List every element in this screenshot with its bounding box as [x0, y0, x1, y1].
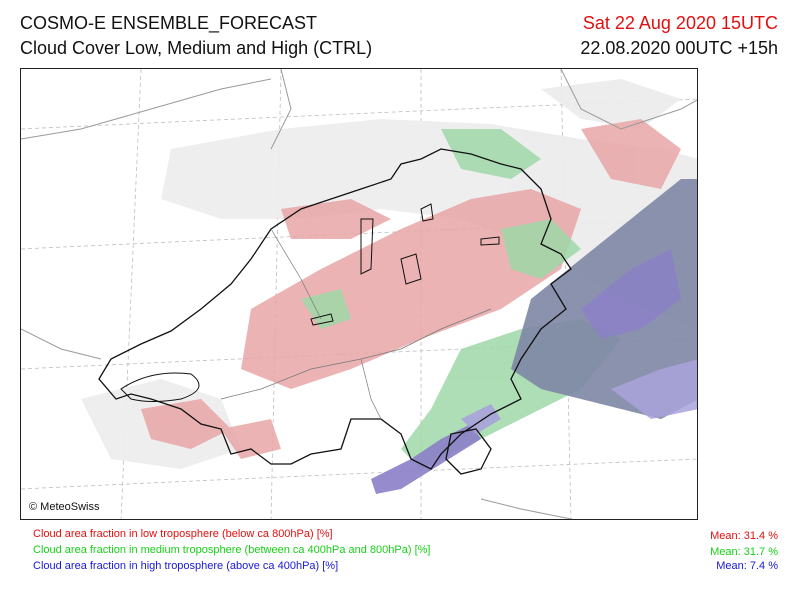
legend-low-mean: Mean: 31.4 %	[710, 530, 778, 542]
legend-medium-label: Cloud area fraction in medium tropospher…	[33, 544, 431, 556]
border-lines	[21, 69, 697, 519]
lakes	[120, 203, 500, 402]
switzerland-border	[98, 148, 572, 475]
legend-medium-mean: Mean: 31.7 %	[710, 546, 778, 558]
low-cloud-layer	[141, 119, 681, 459]
legend-low-label: Cloud area fraction in low troposphere (…	[33, 528, 333, 540]
high-cloud-layer	[371, 179, 697, 494]
region-lines	[220, 228, 492, 420]
valid-time: Sat 22 Aug 2020 15UTC	[582, 13, 778, 33]
legend-high-mean: Mean: 7.4 %	[716, 560, 778, 572]
copyright-label: © MeteoSwiss	[27, 501, 102, 513]
map-title: COSMO-E ENSEMBLE_FORECAST	[20, 13, 318, 33]
map-subtitle: Cloud Cover Low, Medium and High (CTRL)	[20, 38, 373, 58]
forecast-map: © MeteoSwiss	[20, 68, 698, 520]
map-canvas	[21, 69, 697, 519]
legend-high-label: Cloud area fraction in high troposphere …	[33, 560, 339, 572]
run-time: 22.08.2020 00UTC +15h	[580, 38, 778, 58]
